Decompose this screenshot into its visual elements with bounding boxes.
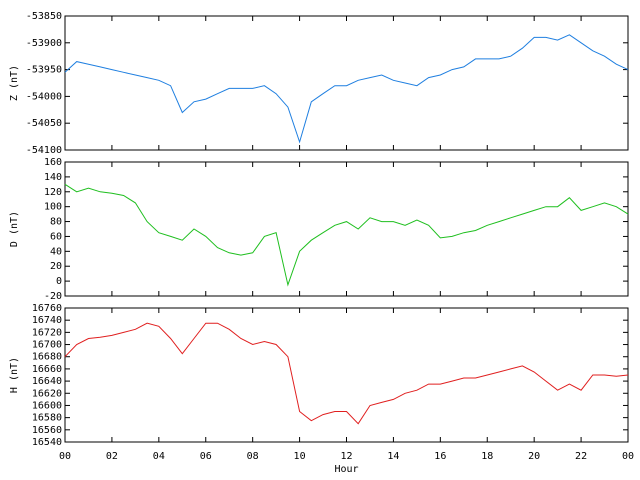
plot-frame (64, 307, 629, 443)
x-tick-label: 04 (153, 451, 165, 462)
data-line (64, 34, 629, 144)
y-tick-label: 80 (50, 217, 62, 228)
x-tick-label: 08 (247, 451, 259, 462)
y-tick-label: -54000 (26, 91, 62, 102)
y-tick-label: 40 (50, 246, 62, 257)
y-tick-label: 16620 (32, 388, 62, 399)
x-tick-label: 00 (59, 451, 71, 462)
y-tick-label: 120 (44, 187, 62, 198)
y-tick-label: 16740 (32, 315, 62, 326)
x-tick-label: 00 (622, 451, 634, 462)
data-line (64, 322, 629, 425)
y-tick-label: 60 (50, 231, 62, 242)
y-tick-label: 16700 (32, 340, 62, 351)
x-tick-label: 06 (200, 451, 212, 462)
y-tick-label: -53950 (26, 65, 62, 76)
y-tick-label: 140 (44, 172, 62, 183)
x-tick-label: 18 (481, 451, 493, 462)
y-tick-label: 0 (56, 276, 62, 287)
y-tick-label: -20 (44, 291, 62, 302)
y-tick-label: 16600 (32, 400, 62, 411)
x-tick-label: 20 (528, 451, 540, 462)
y-tick-label: 16720 (32, 327, 62, 338)
y-tick-label: 100 (44, 202, 62, 213)
y-tick-label: -54100 (26, 145, 62, 156)
x-axis-label: Hour (334, 464, 358, 475)
y-axis-label: D (nT) (9, 211, 20, 247)
y-tick-label: 16560 (32, 425, 62, 436)
plot-frame (64, 161, 629, 297)
x-tick-label: 22 (575, 451, 587, 462)
data-line (64, 183, 629, 287)
y-tick-label: -54050 (26, 118, 62, 129)
y-tick-label: 16540 (32, 437, 62, 448)
y-tick-label: -53900 (26, 38, 62, 49)
x-tick-label: 10 (294, 451, 306, 462)
y-tick-label: -53850 (26, 11, 62, 22)
y-tick-label: 16640 (32, 376, 62, 387)
x-tick-label: 14 (387, 451, 399, 462)
plot-frame (64, 15, 629, 151)
y-tick-label: 16760 (32, 303, 62, 314)
y-tick-label: 16660 (32, 364, 62, 375)
y-axis-label: Z (nT) (9, 65, 20, 101)
y-tick-label: 20 (50, 261, 62, 272)
y-tick-label: 16580 (32, 413, 62, 424)
y-tick-label: 160 (44, 157, 62, 168)
y-tick-label: 16680 (32, 352, 62, 363)
x-tick-label: 02 (106, 451, 118, 462)
x-tick-label: 16 (434, 451, 446, 462)
y-axis-label: H (nT) (9, 357, 20, 393)
x-tick-label: 12 (340, 451, 352, 462)
